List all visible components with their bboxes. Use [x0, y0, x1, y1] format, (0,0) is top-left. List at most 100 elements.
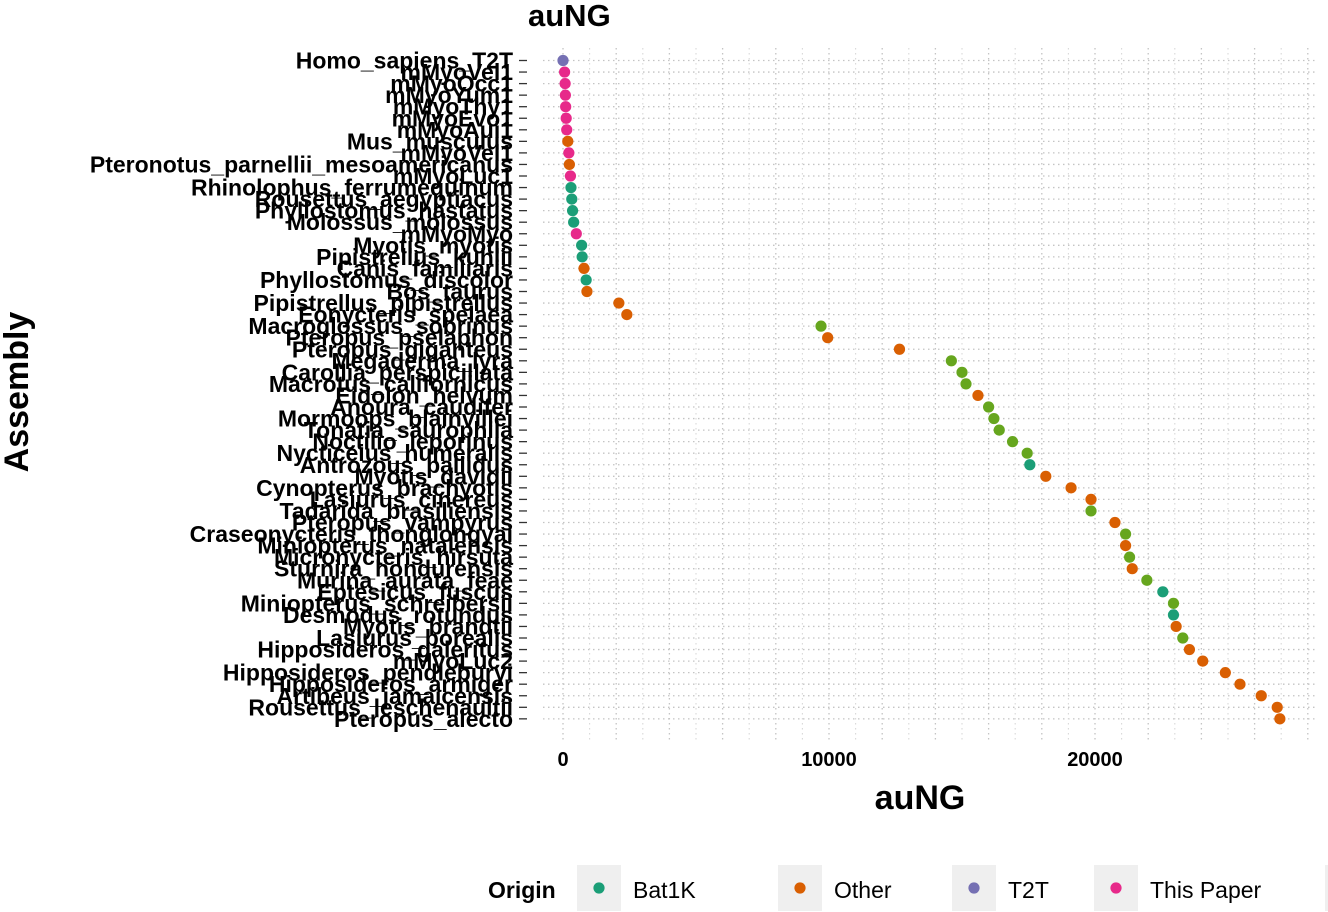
y-tick-label: Noctilio_leporinus — [312, 429, 513, 455]
data-point — [1167, 597, 1180, 609]
y-axis-labels: Homo_sapiens_T2TmMyoVel1mMyoOcc1mMyoYum1… — [90, 48, 513, 732]
legend-label: T2T — [1008, 877, 1049, 903]
y-tick-label: mMyoVel1 — [401, 140, 514, 166]
y-tick-label: Micronycteris_hirsuta — [274, 544, 513, 570]
data-point — [1119, 528, 1132, 540]
data-point — [557, 54, 569, 67]
data-point — [568, 216, 580, 228]
data-point — [1141, 574, 1153, 586]
data-point — [1085, 505, 1097, 517]
data-point — [1040, 470, 1052, 482]
y-tick-label: Molossus_molossus — [287, 209, 513, 235]
y-tick-label: Miniopterus_schreibersii — [241, 590, 513, 616]
data-point — [1024, 459, 1036, 471]
legend-label: Bat1K — [633, 877, 696, 903]
y-tick-label: Rousettus_leschenaultii — [248, 694, 513, 720]
data-point — [613, 297, 625, 309]
y-tick-label: Phyllostomus_hastatus — [255, 198, 513, 224]
y-tick-label: Pteropus_vampyrus — [292, 510, 513, 536]
y-tick-label: mMyoLuc1 — [393, 163, 513, 189]
data-point — [1197, 655, 1209, 667]
y-tick-label: Megaderma_lyra — [331, 348, 513, 374]
y-tick-label: Desmodus_rotundus — [283, 602, 513, 628]
y-tick-label: mMyoVel1 — [401, 59, 514, 85]
y-tick-label: Lasiurus_cinereus — [310, 486, 513, 512]
data-point — [559, 89, 571, 101]
data-point — [960, 378, 972, 390]
data-point — [580, 274, 592, 286]
legend-marker — [968, 882, 980, 894]
x-axis-labels: 0 10000 20000 — [557, 749, 1122, 771]
data-point — [983, 401, 995, 413]
points — [557, 54, 1286, 725]
data-point — [560, 112, 572, 124]
data-point — [560, 101, 572, 113]
data-point — [1255, 690, 1267, 702]
chart-title: auNG — [528, 0, 611, 33]
data-point — [566, 193, 578, 205]
legend-marker — [593, 882, 605, 894]
y-tick-label: Pteronotus_parnellii_mesoamericanus — [90, 151, 513, 177]
data-point — [1119, 540, 1132, 552]
x-axis-title: auNG — [875, 779, 966, 817]
data-point — [1085, 493, 1097, 505]
y-tick-label: Hipposideros_pendleburyi — [223, 660, 513, 686]
data-point — [1021, 447, 1033, 459]
data-point — [1234, 678, 1246, 690]
data-point — [1274, 713, 1286, 725]
data-point — [563, 147, 575, 159]
y-tick-label: mMyoEvo1 — [392, 105, 514, 131]
y-tick-label: Miniopterus_natalensis — [257, 533, 513, 559]
data-point — [563, 158, 575, 171]
y-axis-title: Assembly — [0, 312, 36, 473]
data-point — [576, 239, 588, 251]
data-point — [1167, 609, 1180, 621]
y-tick-label: Hipposideros_armiger — [269, 671, 513, 697]
data-point — [1006, 436, 1019, 448]
data-point — [581, 285, 593, 298]
y-tick-label: Macroglossus_sobrinus — [248, 313, 513, 339]
legend-marker — [1110, 882, 1122, 894]
legend-label: This Paper — [1150, 877, 1262, 903]
legend-label: Other — [834, 877, 892, 903]
y-tick-label: Myotis_myotis — [353, 232, 513, 258]
y-tick-label: Eptesicus_fuscus — [317, 579, 513, 605]
data-point — [576, 251, 588, 263]
data-point — [815, 320, 827, 332]
legend-title: Origin — [488, 877, 556, 903]
y-tick-label: Bos_taurus — [386, 279, 513, 305]
y-tick-label: Macrotus_californicus — [269, 371, 513, 397]
data-point — [561, 124, 573, 136]
y-tick-label: Rhinolophus_ferrumequinum — [191, 175, 513, 201]
y-tick-label: mMyoLuc2 — [393, 648, 513, 674]
y-tick-label: mMyoYum1 — [385, 82, 513, 108]
data-point — [578, 262, 590, 274]
data-point — [566, 205, 579, 217]
data-point — [956, 366, 968, 378]
data-point — [1157, 586, 1169, 598]
data-point — [1170, 620, 1182, 633]
y-tick-label: Antrozous_pallidus — [300, 452, 513, 478]
data-point — [822, 332, 834, 344]
x-tick-label: 0 — [557, 749, 568, 771]
data-point — [559, 78, 571, 90]
x-tick-label: 20000 — [1067, 749, 1123, 771]
y-tick-label: Homo_sapiens_T2T — [296, 48, 513, 74]
data-point — [1183, 643, 1196, 656]
data-point — [564, 170, 577, 182]
y-tick-label: Phyllostomus_discolor — [260, 267, 513, 293]
y-tick-label: Tadarida_brasiliensis — [279, 498, 513, 524]
y-tick-label: Tonatia_saurophila — [304, 417, 513, 443]
data-point — [1123, 551, 1136, 563]
y-tick-label: Pteropus_giganteus — [292, 336, 513, 362]
y-tick-label: Craseonycteris_thonglongyai — [190, 521, 513, 547]
y-tick-label: Mormoops_blainvillei — [278, 406, 513, 432]
data-point — [1219, 667, 1231, 679]
data-point — [893, 343, 906, 355]
y-tick-label: Murina_aurata_feae — [297, 567, 513, 593]
y-tick-label: Anoura_caudifer — [330, 394, 513, 420]
y-tick-label: mMyoOcc1 — [390, 71, 513, 97]
y-tick-label: Nycticeius_humeralis — [276, 440, 513, 466]
y-tick-label: mMyoThy1 — [393, 94, 513, 120]
